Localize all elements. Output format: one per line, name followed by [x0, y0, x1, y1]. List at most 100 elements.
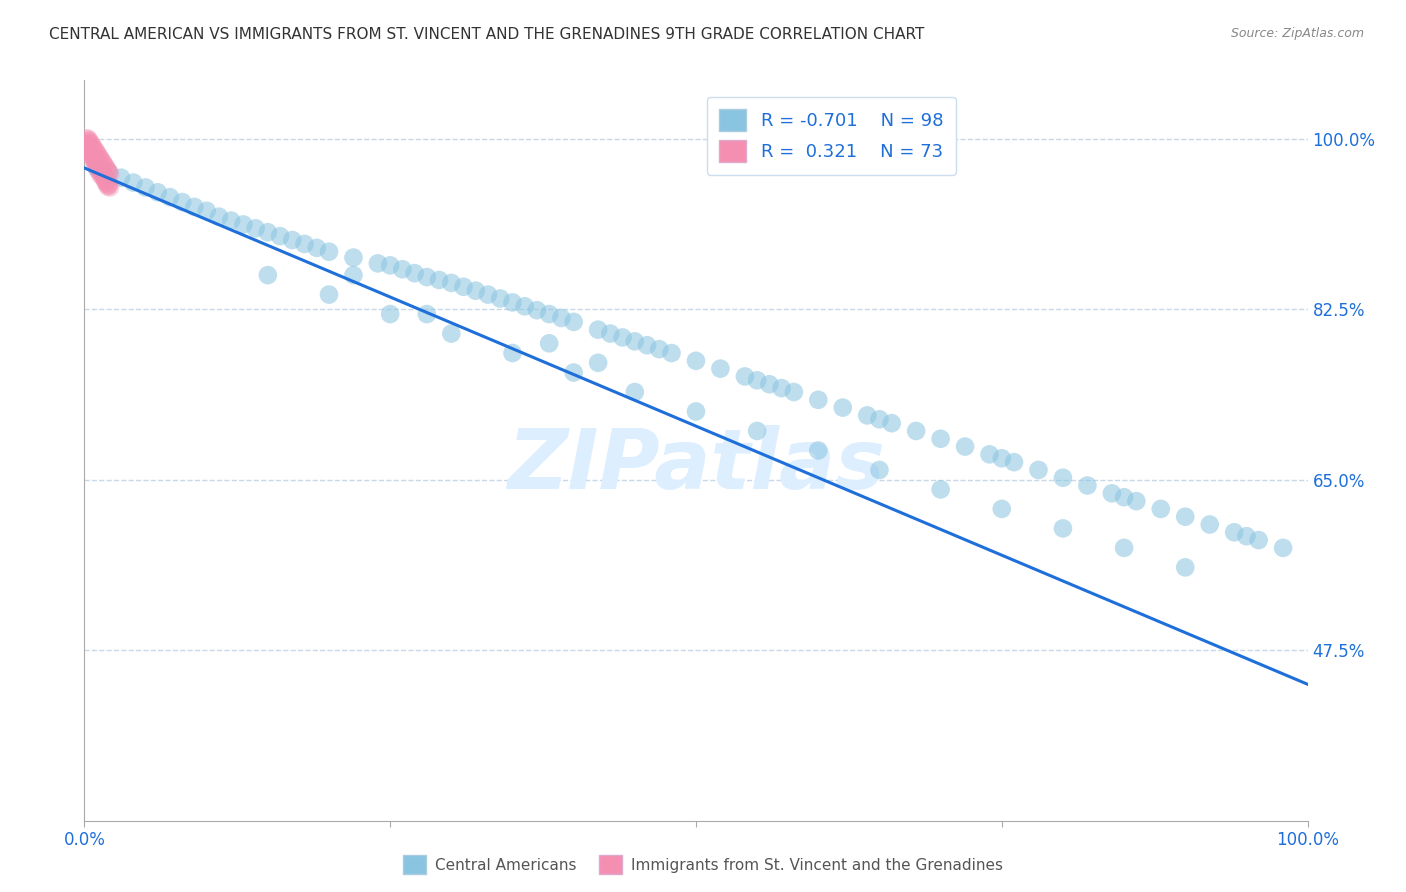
- Point: [1052, 521, 1074, 535]
- Point: [77, 136, 100, 151]
- Point: [82, 146, 104, 161]
- Point: [79, 148, 101, 162]
- Point: [1114, 490, 1136, 504]
- Point: [257, 268, 280, 282]
- Point: [97, 178, 120, 193]
- Point: [661, 346, 683, 360]
- Point: [82, 139, 104, 153]
- Point: [562, 315, 585, 329]
- Point: [76, 132, 98, 146]
- Point: [1052, 471, 1074, 485]
- Point: [991, 451, 1014, 466]
- Point: [87, 161, 110, 176]
- Point: [440, 276, 463, 290]
- Point: [98, 167, 121, 181]
- Point: [83, 152, 105, 166]
- Point: [636, 338, 658, 352]
- Point: [87, 162, 110, 177]
- Point: [502, 346, 524, 360]
- Point: [87, 156, 110, 170]
- Text: ZIPatlas: ZIPatlas: [508, 425, 884, 506]
- Point: [1174, 509, 1197, 524]
- Point: [89, 168, 111, 182]
- Point: [1198, 517, 1220, 532]
- Point: [90, 162, 112, 177]
- Point: [770, 381, 793, 395]
- Point: [586, 356, 609, 370]
- Point: [562, 366, 585, 380]
- Point: [79, 141, 101, 155]
- Point: [146, 186, 169, 200]
- Point: [86, 153, 108, 168]
- Point: [734, 369, 756, 384]
- Point: [86, 161, 108, 175]
- Point: [416, 307, 439, 321]
- Point: [86, 157, 108, 171]
- Point: [489, 292, 512, 306]
- Point: [1150, 502, 1173, 516]
- Point: [758, 377, 780, 392]
- Point: [77, 134, 100, 148]
- Point: [281, 233, 304, 247]
- Point: [991, 502, 1014, 516]
- Point: [91, 166, 114, 180]
- Point: [122, 176, 145, 190]
- Point: [953, 440, 976, 454]
- Point: [91, 169, 114, 184]
- Point: [380, 307, 402, 321]
- Point: [783, 384, 806, 399]
- Point: [89, 161, 111, 175]
- Point: [195, 203, 218, 218]
- Point: [427, 273, 450, 287]
- Point: [86, 145, 108, 160]
- Point: [84, 155, 107, 169]
- Point: [82, 150, 104, 164]
- Point: [550, 310, 572, 325]
- Point: [513, 299, 536, 313]
- Point: [89, 151, 111, 165]
- Point: [93, 157, 115, 171]
- Point: [1125, 494, 1147, 508]
- Point: [440, 326, 463, 341]
- Point: [84, 151, 107, 165]
- Point: [464, 284, 486, 298]
- Point: [685, 354, 707, 368]
- Point: [318, 244, 340, 259]
- Point: [1247, 533, 1270, 547]
- Point: [538, 307, 561, 321]
- Point: [599, 326, 621, 341]
- Point: [612, 330, 634, 344]
- Point: [586, 323, 609, 337]
- Point: [97, 179, 120, 194]
- Point: [77, 138, 100, 153]
- Point: [1002, 455, 1025, 469]
- Point: [416, 270, 439, 285]
- Point: [80, 147, 103, 161]
- Point: [83, 148, 105, 162]
- Point: [87, 159, 110, 173]
- Point: [77, 139, 100, 153]
- Point: [97, 162, 120, 177]
- Legend: Central Americans, Immigrants from St. Vincent and the Grenadines: Central Americans, Immigrants from St. V…: [396, 849, 1010, 880]
- Point: [929, 432, 952, 446]
- Point: [1076, 478, 1098, 492]
- Point: [77, 140, 100, 154]
- Point: [90, 164, 112, 178]
- Point: [1223, 525, 1246, 540]
- Point: [342, 268, 364, 282]
- Point: [94, 170, 117, 185]
- Point: [747, 373, 769, 387]
- Point: [342, 251, 364, 265]
- Point: [257, 225, 280, 239]
- Point: [905, 424, 928, 438]
- Point: [1028, 463, 1050, 477]
- Point: [97, 176, 120, 190]
- Point: [97, 165, 120, 179]
- Point: [90, 153, 112, 168]
- Point: [747, 424, 769, 438]
- Point: [172, 195, 194, 210]
- Point: [624, 334, 647, 349]
- Point: [77, 144, 100, 158]
- Point: [1236, 529, 1258, 543]
- Point: [232, 218, 254, 232]
